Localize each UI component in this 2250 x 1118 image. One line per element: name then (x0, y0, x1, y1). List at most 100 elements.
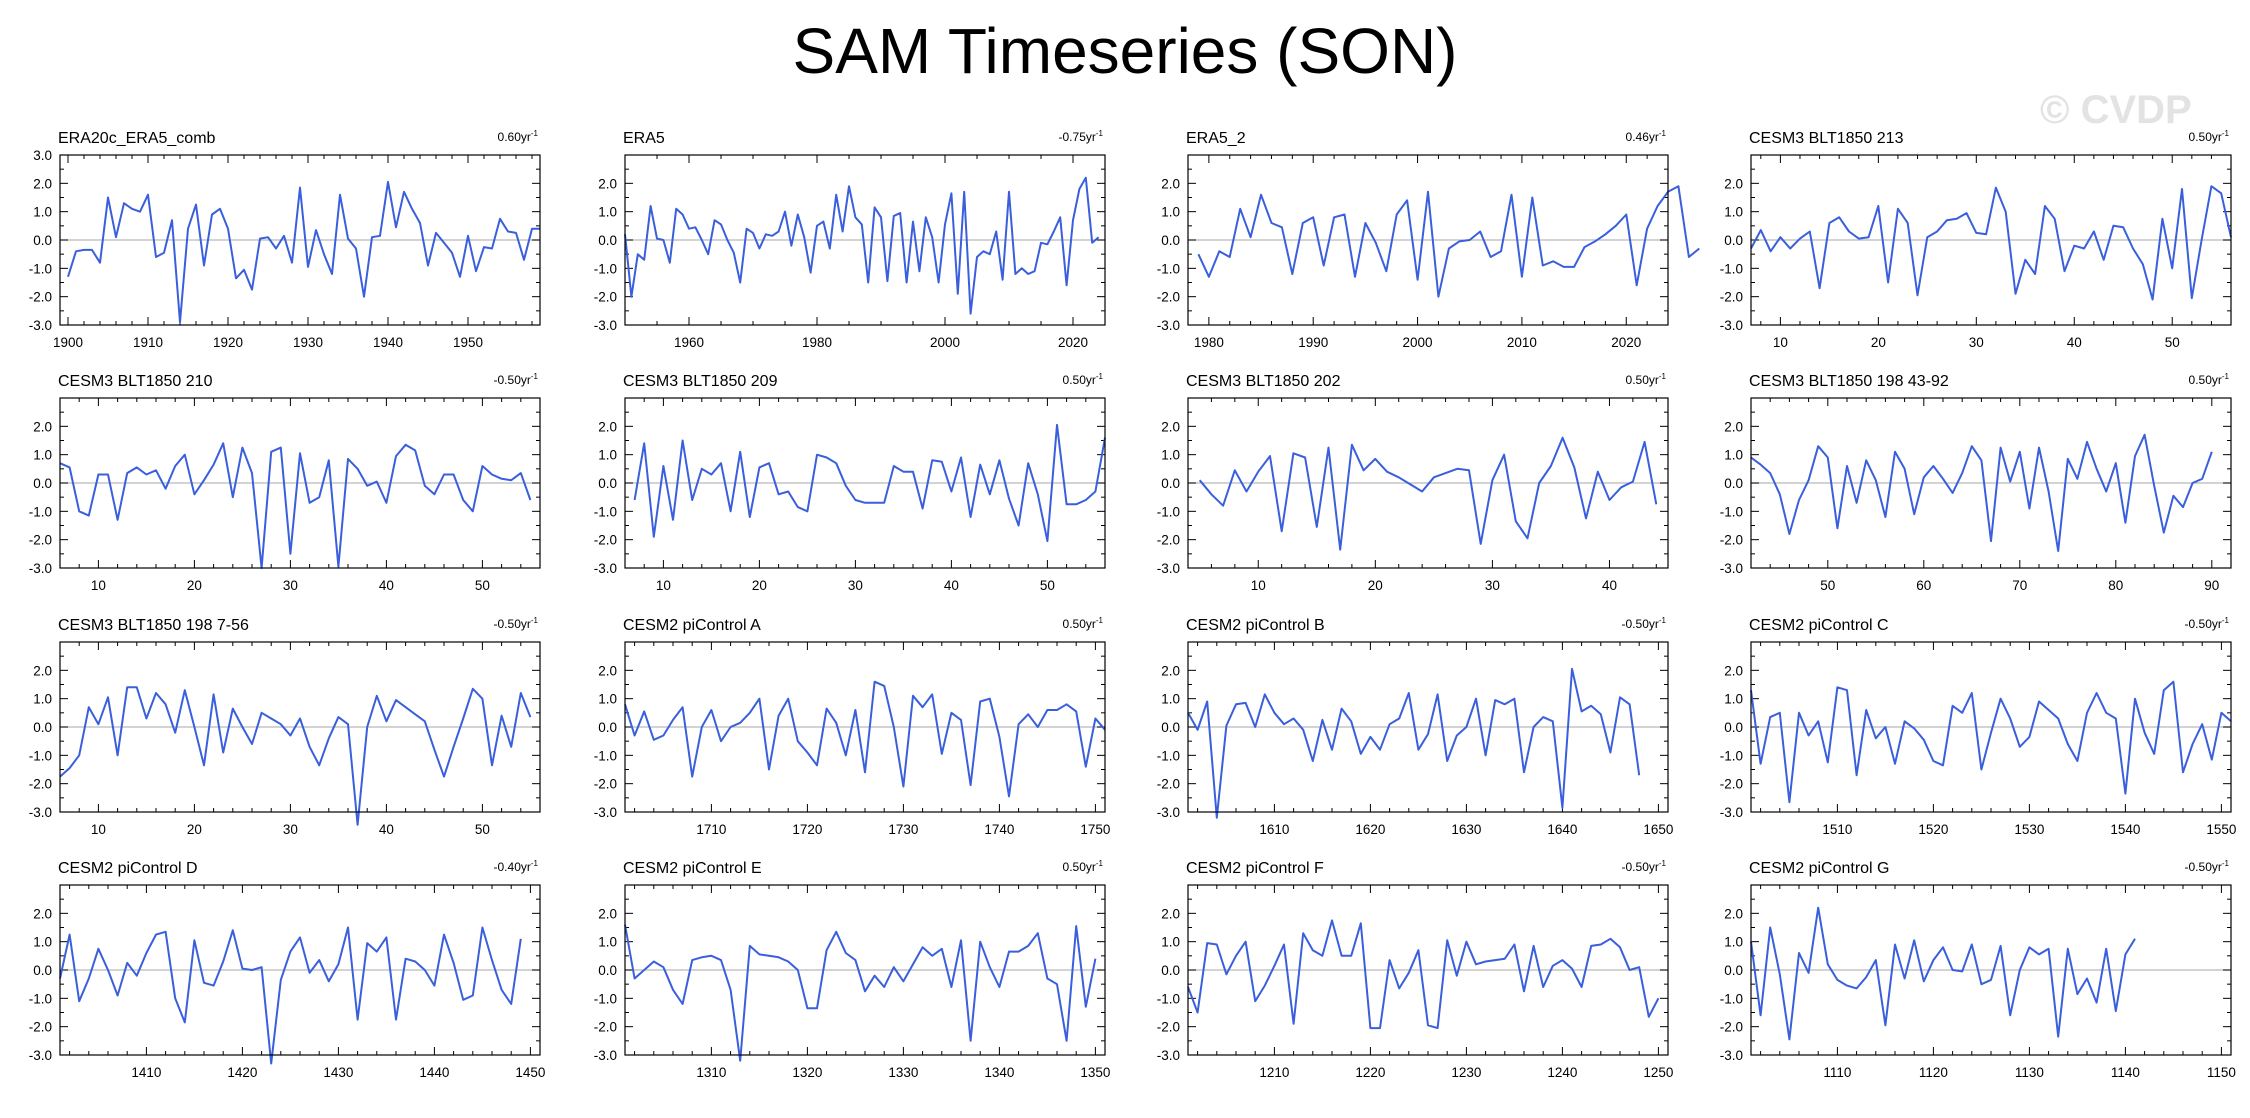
x-tick-label: 2020 (1058, 335, 1088, 350)
panel-title: CESM3 BLT1850 213 (1749, 130, 1904, 147)
plot-frame (1187, 154, 1669, 326)
timeseries-panel: CESM2 piControl A 0.50yr-1 2.0 1.0 0.0 -1.0 -2… (594, 616, 1111, 837)
y-tick-label: -2.0 (1157, 1020, 1180, 1035)
y-tick-label: -3.0 (594, 1048, 617, 1063)
y-tick-label: 1.0 (598, 692, 617, 707)
panel-title: CESM2 piControl D (58, 860, 198, 877)
plot-frame (59, 397, 541, 569)
y-tick-label: 2.0 (1161, 906, 1180, 921)
timeseries-panel: CESM2 piControl E 0.50yr-1 2.0 1.0 0.0 -1.0 -2… (594, 859, 1111, 1080)
y-tick-label: 1.0 (33, 692, 52, 707)
plot-frame (1187, 884, 1669, 1056)
panel-title: ERA20c_ERA5_comb (58, 130, 216, 147)
y-tick-label: 2.0 (598, 906, 617, 921)
x-tick-label: 30 (1969, 335, 1984, 350)
x-tick-label: 1610 (1259, 822, 1289, 837)
x-tick-label: 20 (187, 578, 202, 593)
y-tick-label: -1.0 (1157, 504, 1180, 519)
y-tick-label: 0.0 (598, 720, 617, 735)
timeseries-panel: ERA20c_ERA5_comb 0.60yr-1 3.0 2.0 1.0 0.0 -1.0… (29, 129, 541, 350)
y-tick-label: -1.0 (1157, 261, 1180, 276)
x-tick-label: 10 (1251, 578, 1266, 593)
y-tick-label: 2.0 (598, 419, 617, 434)
y-tick-label: 2.0 (598, 663, 617, 678)
sam-series-line (67, 180, 540, 324)
x-tick-label: 1440 (419, 1065, 449, 1080)
x-tick-label: 1320 (792, 1065, 822, 1080)
plot-frame (624, 154, 1106, 326)
y-tick-label: 0.0 (1161, 963, 1180, 978)
x-tick-label: 1900 (53, 335, 83, 350)
y-tick-label: -2.0 (29, 533, 52, 548)
trend-label: -0.50yr-1 (494, 616, 539, 631)
cvdp-watermark: © CVDP (2040, 88, 2192, 132)
y-tick-label: 1.0 (598, 205, 617, 220)
y-tick-label: -1.0 (594, 991, 617, 1006)
y-tick-label: -3.0 (1157, 561, 1180, 576)
y-tick-label: -2.0 (1720, 290, 1743, 305)
x-tick-label: 10 (656, 578, 671, 593)
y-tick-label: 1.0 (598, 448, 617, 463)
y-tick-label: -2.0 (594, 777, 617, 792)
y-tick-label: -1.0 (594, 504, 617, 519)
sam-series-line (624, 924, 1097, 1062)
trend-label: -0.50yr-1 (2185, 616, 2230, 631)
trend-label: 0.50yr-1 (1063, 616, 1104, 631)
trend-label: -0.50yr-1 (1622, 616, 1667, 631)
x-tick-label: 1710 (696, 822, 726, 837)
y-tick-label: -1.0 (1720, 991, 1743, 1006)
plot-frame (1750, 397, 2232, 569)
y-tick-label: 2.0 (33, 419, 52, 434)
y-tick-label: -3.0 (29, 1048, 52, 1063)
x-tick-label: 1120 (1919, 1065, 1948, 1080)
x-tick-label: 1410 (131, 1065, 161, 1080)
x-tick-label: 10 (1773, 335, 1788, 350)
y-tick-label: -2.0 (29, 1020, 52, 1035)
timeseries-panel: CESM2 piControl G -0.50yr-1 2.0 1.0 0.0 -1.0 -… (1720, 859, 2236, 1080)
sam-series-line (1750, 433, 2213, 552)
x-tick-label: 1920 (213, 335, 243, 350)
timeseries-panel: ERA5 -0.75yr-1 2.0 1.0 0.0 -1.0 -2.0 -3.0 1960 19… (594, 129, 1106, 350)
x-tick-label: 1950 (453, 335, 483, 350)
y-tick-label: 0.0 (1161, 233, 1180, 248)
x-tick-label: 2000 (1403, 335, 1433, 350)
x-tick-label: 1620 (1355, 822, 1385, 837)
y-tick-label: 1.0 (1724, 692, 1743, 707)
y-tick-label: -3.0 (1720, 561, 1743, 576)
x-tick-label: 1630 (1451, 822, 1481, 837)
y-tick-label: -1.0 (1157, 991, 1180, 1006)
x-tick-label: 1550 (2206, 822, 2236, 837)
y-tick-label: 0.0 (33, 476, 52, 491)
x-tick-label: 1330 (888, 1065, 918, 1080)
y-tick-label: -2.0 (1157, 290, 1180, 305)
plot-frame (59, 641, 541, 813)
panel-title: CESM2 piControl C (1749, 617, 1889, 634)
x-tick-label: 1940 (373, 335, 403, 350)
y-tick-label: -2.0 (594, 1020, 617, 1035)
y-tick-label: 2.0 (1724, 663, 1743, 678)
y-tick-label: -3.0 (1157, 1048, 1180, 1063)
y-tick-label: -3.0 (1720, 805, 1743, 820)
x-tick-label: 1750 (1080, 822, 1110, 837)
trend-label: 0.50yr-1 (2189, 372, 2230, 387)
sam-series-line (1187, 919, 1660, 1030)
y-tick-label: 0.0 (598, 233, 617, 248)
x-tick-label: 1720 (792, 822, 822, 837)
timeseries-panel: CESM3 BLT1850 210 -0.50yr-1 2.0 1.0 0.0 -1.0 -… (29, 372, 541, 593)
trend-label: -0.50yr-1 (494, 372, 539, 387)
trend-label: -0.50yr-1 (2185, 859, 2230, 874)
y-tick-label: 2.0 (598, 176, 617, 191)
trend-label: -0.40yr-1 (494, 859, 539, 874)
panel-title: CESM3 BLT1850 209 (623, 373, 778, 390)
y-tick-label: -1.0 (29, 504, 52, 519)
y-tick-label: 2.0 (1724, 906, 1743, 921)
y-tick-label: -2.0 (1720, 777, 1743, 792)
y-tick-label: 1.0 (1724, 935, 1743, 950)
y-tick-label: 0.0 (1724, 720, 1743, 735)
y-tick-label: -1.0 (594, 748, 617, 763)
sam-series-line (1750, 906, 2136, 1041)
x-tick-label: 1430 (323, 1065, 353, 1080)
y-tick-label: 0.0 (1161, 720, 1180, 735)
panel-title: ERA5 (623, 130, 665, 147)
